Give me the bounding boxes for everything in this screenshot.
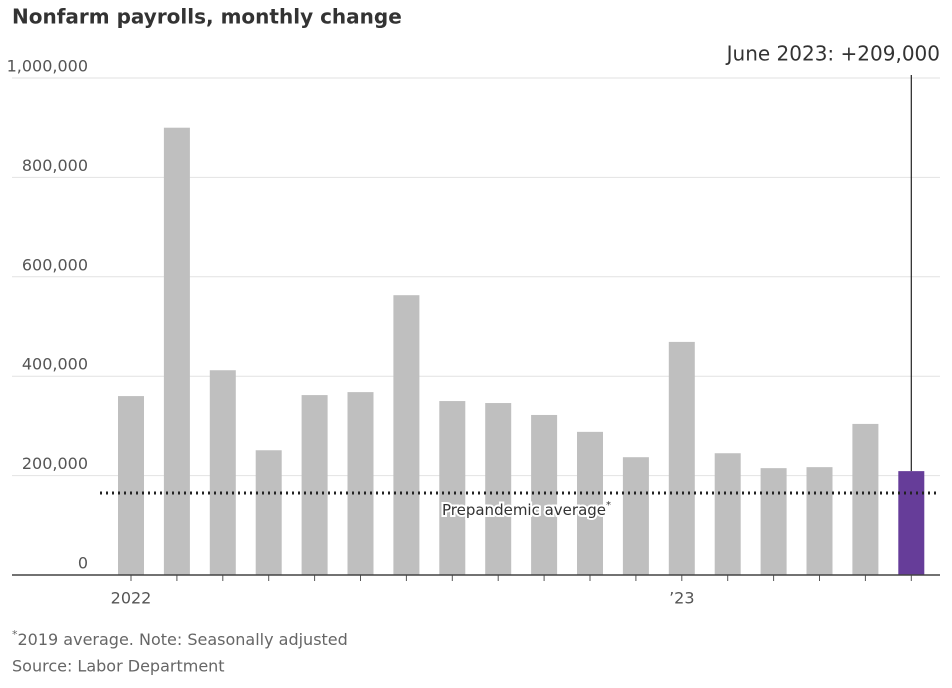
reference-label: Prepandemic average*	[442, 500, 611, 519]
bar	[714, 453, 741, 575]
bar	[393, 295, 420, 575]
bar	[485, 403, 512, 575]
footnote-marker: *	[12, 628, 18, 641]
reference-label-text: Prepandemic average	[442, 500, 606, 518]
chart-title: Nonfarm payrolls, monthly change	[12, 5, 402, 29]
y-tick-label: 600,000	[22, 255, 88, 274]
source: Source: Labor Department	[12, 657, 225, 676]
footnote: *2019 average. Note: Seasonally adjusted	[12, 628, 348, 649]
bar	[852, 423, 879, 575]
x-tick-label: ’23	[669, 589, 694, 608]
bar	[347, 392, 374, 575]
bar	[898, 471, 925, 575]
bar	[622, 457, 649, 575]
reference-label-marker: *	[606, 500, 611, 511]
y-tick-label: 200,000	[22, 454, 88, 473]
annotation: June 2023: +209,000	[725, 42, 940, 66]
bar	[531, 414, 558, 575]
bar	[255, 450, 282, 575]
bar	[577, 431, 603, 575]
bar	[668, 341, 695, 575]
bar	[301, 395, 328, 575]
bar	[209, 370, 236, 575]
footnote-text: 2019 average. Note: Seasonally adjusted	[18, 630, 348, 649]
bar	[806, 467, 833, 575]
bar	[760, 468, 787, 575]
bar	[163, 127, 190, 575]
y-tick-label: 0	[78, 554, 88, 573]
y-tick-label: 800,000	[22, 156, 88, 175]
y-tick-label: 400,000	[22, 355, 88, 374]
y-tick-label: 1,000,000	[7, 57, 88, 76]
bar	[118, 396, 144, 575]
x-tick-label: 2022	[111, 589, 152, 608]
bar	[439, 401, 466, 575]
